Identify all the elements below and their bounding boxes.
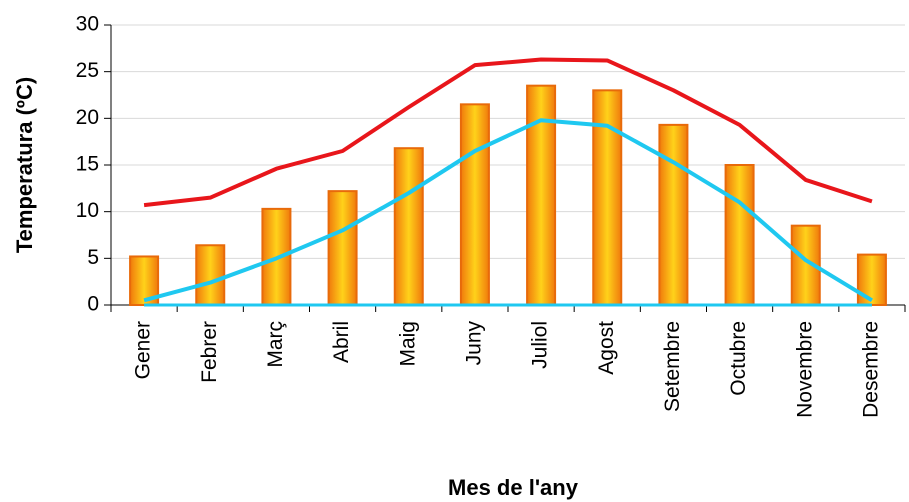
x-tick-label: Abril <box>330 321 353 363</box>
x-axis-title: Mes de l'any <box>448 475 579 500</box>
x-tick-label: Gener <box>132 321 155 379</box>
y-tick-label: 10 <box>76 199 99 222</box>
bar <box>856 253 887 307</box>
bar <box>195 244 226 306</box>
bar <box>724 164 755 306</box>
x-tick-label: Octubre <box>727 321 750 396</box>
bar <box>459 103 490 307</box>
bar <box>327 190 358 306</box>
line-series <box>143 118 873 303</box>
bar <box>393 147 424 306</box>
x-tick-label: Juny <box>462 321 485 366</box>
y-tick-label: 30 <box>76 13 99 36</box>
x-tick-label: Maig <box>396 321 419 367</box>
x-tick-label: Febrer <box>198 321 221 383</box>
y-tick-label: 25 <box>76 59 99 82</box>
x-tick-label: Març <box>264 321 287 368</box>
x-tick-label: Setembre <box>661 321 684 412</box>
x-tick-label: Agost <box>595 321 618 375</box>
bar <box>129 255 160 307</box>
bar <box>658 123 689 306</box>
x-tick-label: Novembre <box>793 321 816 418</box>
y-tick-label: 0 <box>87 293 99 316</box>
bar <box>592 89 623 307</box>
y-tick-label: 5 <box>87 246 99 269</box>
y-tick-label: 20 <box>76 106 99 129</box>
y-axis-title: Temperatura (ºC) <box>12 77 37 253</box>
x-tick-label: Desembre <box>859 321 882 418</box>
y-tick-label: 15 <box>76 153 99 176</box>
line-series <box>143 57 873 208</box>
x-tick-label: Juliol <box>529 321 552 369</box>
